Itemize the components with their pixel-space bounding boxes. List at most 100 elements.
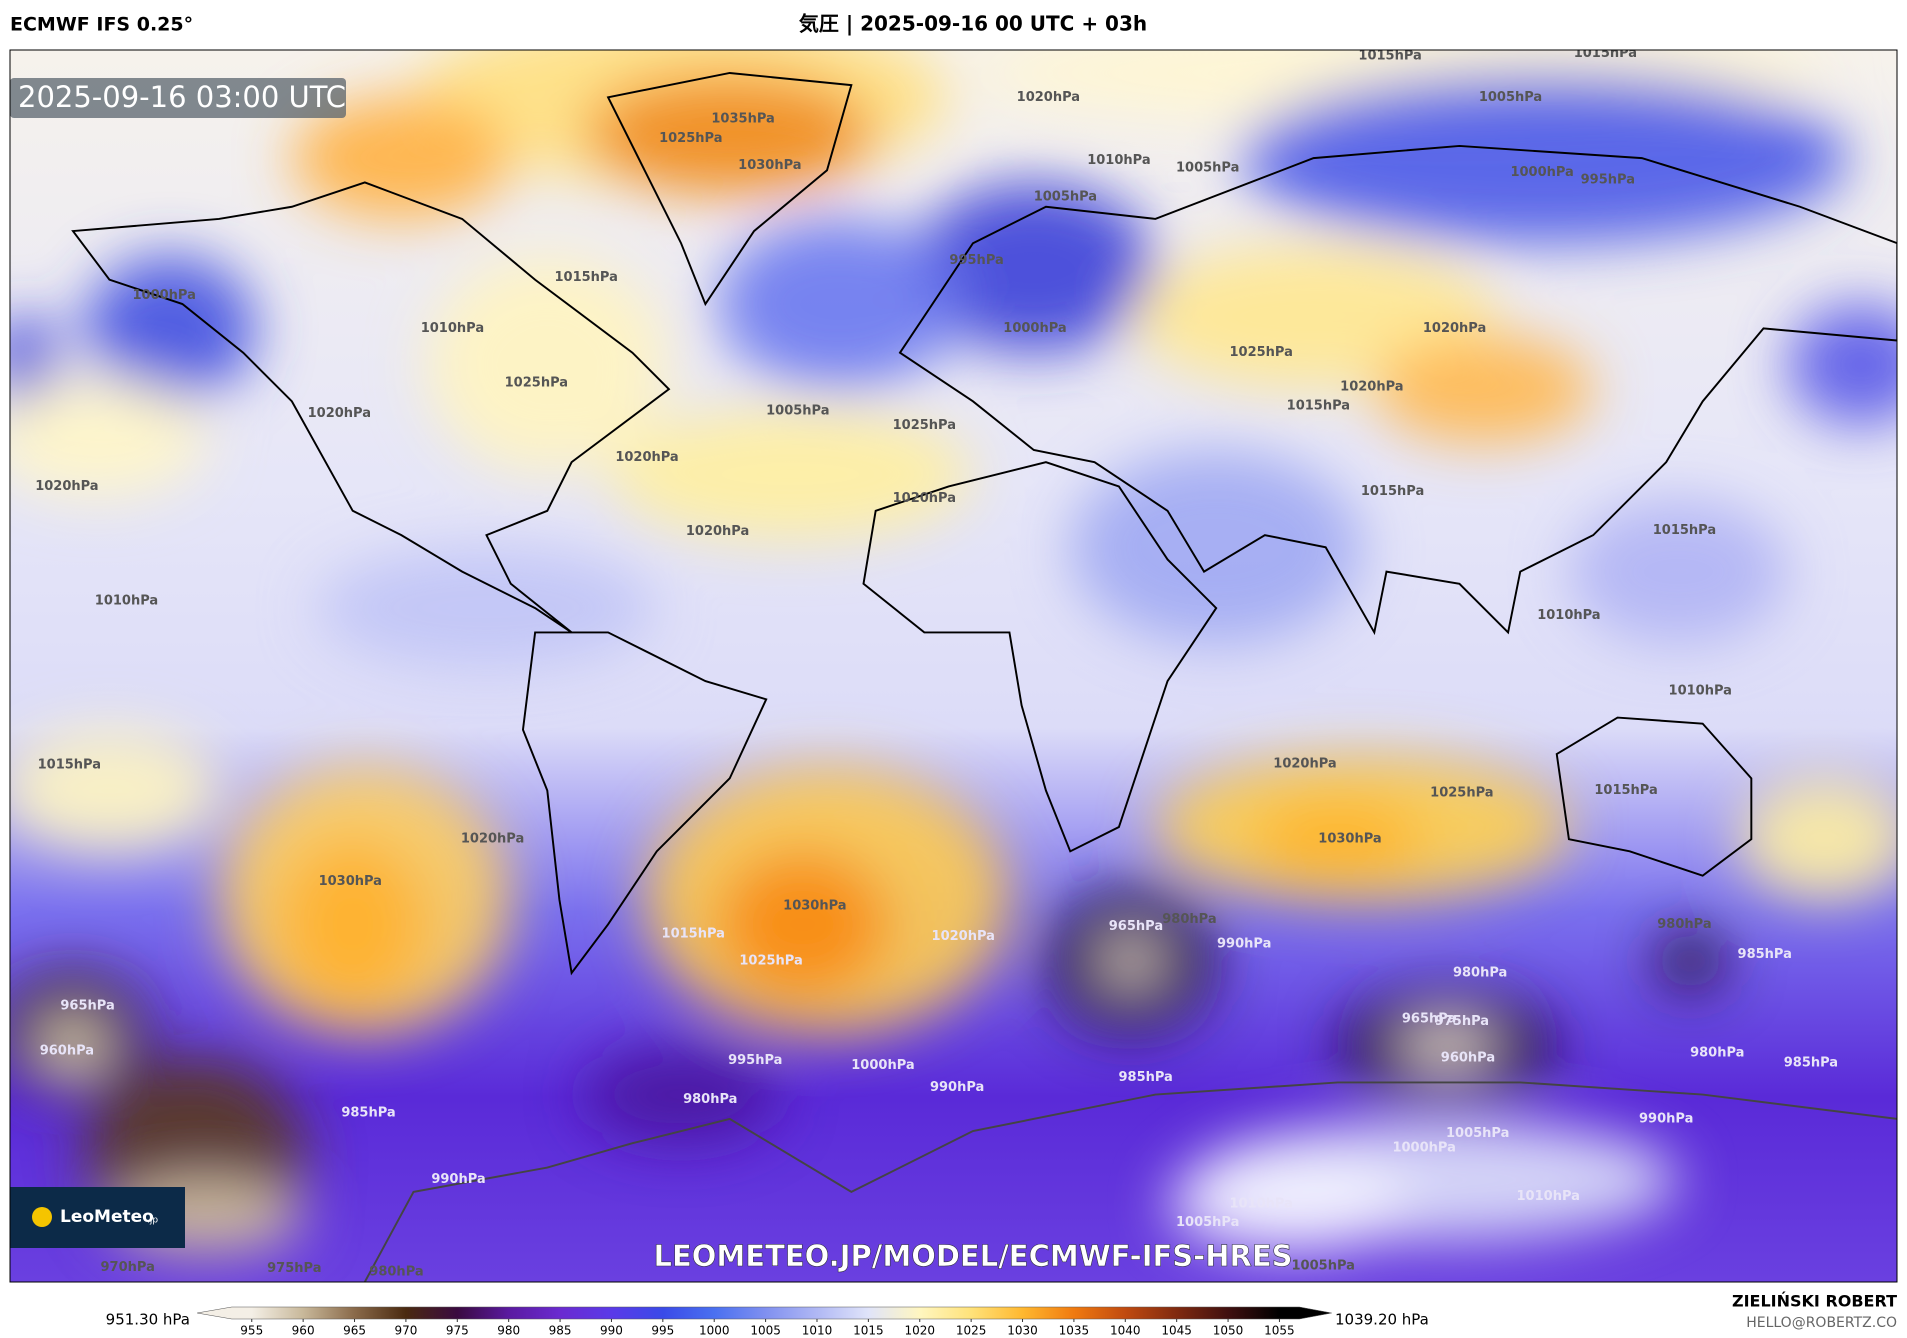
contour-label: 1005hPa [1176, 160, 1239, 175]
contour-label: 1010hPa [1230, 1197, 1293, 1212]
contour-label: 975hPa [1435, 1014, 1489, 1029]
colorbar-tick-label: 985 [549, 1324, 572, 1338]
contour-label: 1010hPa [95, 593, 158, 608]
contour-label: 980hPa [1453, 965, 1507, 980]
pressure-blob [1568, 498, 1788, 645]
colorbar-tick-label: 1045 [1161, 1324, 1192, 1338]
contour-label: 965hPa [60, 998, 114, 1013]
contour-label: 1010hPa [1669, 683, 1732, 698]
timestamp: 2025-09-16 03:00 UTC [18, 80, 346, 114]
coastlines [71, 71, 1897, 1282]
contour-label: 990hPa [1639, 1111, 1693, 1126]
colorbar-tick-label: 1035 [1059, 1324, 1090, 1338]
colorbar-tick-label: 990 [600, 1324, 623, 1338]
title: 気圧 | 2025-09-16 00 UTC + 03h [799, 12, 1147, 36]
email: HELLO@ROBERTZ.CO [1746, 1315, 1897, 1331]
eurasia [898, 144, 1897, 636]
pressure-blob [1654, 930, 1728, 992]
pressure-blob [1070, 449, 1363, 645]
contour-label: 1000hPa [1003, 321, 1066, 336]
logo-suffix: .jp [147, 1216, 158, 1226]
contour-label: 960hPa [1441, 1051, 1495, 1066]
pressure-blob [279, 839, 426, 1010]
north-america [71, 181, 671, 634]
contour-label: 985hPa [1738, 947, 1792, 962]
contour-label: 1015hPa [1594, 783, 1657, 798]
contour-label: 1000hPa [1392, 1141, 1455, 1156]
logo: LeoMeteo [60, 1207, 154, 1227]
pressure-blob [1252, 802, 1423, 876]
contour-label: 1020hPa [1273, 756, 1336, 771]
pressure-blob [717, 218, 961, 390]
colorbar-tick-label: 1025 [956, 1324, 987, 1338]
contour-label: 1025hPa [739, 953, 802, 968]
logo-sun [32, 1207, 52, 1227]
contour-label: 975hPa [267, 1261, 321, 1276]
contour-label: 1010hPa [1537, 608, 1600, 623]
contour-label: 995hPa [1581, 172, 1635, 187]
antarctica [364, 1081, 1897, 1282]
colorbar-tick-label: 960 [292, 1324, 315, 1338]
contour-label: 1015hPa [1358, 48, 1421, 63]
contour-label: 1015hPa [1287, 399, 1350, 414]
contour-label: 1000hPa [132, 288, 195, 303]
pressure-field [10, 50, 1897, 1253]
colorbar-tick-label: 1050 [1213, 1324, 1244, 1338]
contour-label: 1015hPa [662, 927, 725, 942]
contour-label: 1005hPa [1176, 1215, 1239, 1230]
colorbar-tick-label: 1030 [1007, 1324, 1038, 1338]
colorbar-tick-label: 965 [343, 1324, 366, 1338]
contour-label: 1025hPa [893, 418, 956, 433]
contour-label: 995hPa [728, 1053, 782, 1068]
map-frame [9, 49, 1898, 1283]
contour-label: 1020hPa [615, 450, 678, 465]
contour-label: 1020hPa [686, 524, 749, 539]
colorbar: 955 960 965 970 975 980 985 990 995 1000 1005 1010 1… [196, 1306, 1332, 1338]
contour-label: 1015hPa [1574, 46, 1637, 61]
colorbar-tick-label: 975 [446, 1324, 469, 1338]
pressure-blob [85, 255, 256, 402]
contour-label: 1015hPa [1653, 523, 1716, 538]
colorbar-tick-label: 1020 [904, 1324, 935, 1338]
contour-label: 970hPa [101, 1260, 155, 1275]
contour-label: 980hPa [1657, 917, 1711, 932]
pressure-blob [1787, 304, 1897, 426]
contour-label: 1020hPa [35, 479, 98, 494]
colorbar-max: 1039.20 hPa [1335, 1311, 1429, 1329]
contour-label: 1005hPa [1034, 190, 1097, 205]
contour-label: 1030hPa [738, 158, 801, 173]
contour-label: 1010hPa [1087, 153, 1150, 168]
africa [862, 461, 1218, 853]
contour-label: 965hPa [1109, 919, 1163, 934]
colorbar-tick-label: 995 [651, 1324, 674, 1338]
contour-label: 1030hPa [783, 899, 846, 914]
contour-label: 990hPa [1217, 936, 1271, 951]
pressure-blob [583, 72, 876, 195]
colorbar-tick-label: 1000 [699, 1324, 730, 1338]
colorbar-tick-label: 980 [497, 1324, 520, 1338]
australia [1555, 716, 1753, 877]
pressure-blob [316, 547, 657, 669]
contour-label: 1015hPa [555, 270, 618, 285]
contour-label: 1005hPa [1446, 1126, 1509, 1141]
contour-label: 1030hPa [1318, 832, 1381, 847]
colorbar-tick-label: 1005 [750, 1324, 781, 1338]
colorbar-tick-label: 1040 [1110, 1324, 1141, 1338]
contour-label: 1030hPa [319, 874, 382, 889]
contour-label: 1020hPa [893, 491, 956, 506]
colorbar-tick-label: 1055 [1264, 1324, 1295, 1338]
pressure-blob [1739, 778, 1897, 900]
contour-label: 980hPa [369, 1265, 423, 1280]
south-america [521, 631, 768, 976]
watermark: LEOMETEO.JP/MODEL/ECMWF-IFS-HRES [653, 1239, 1292, 1273]
pressure-blob [10, 377, 207, 499]
contour-label: 1020hPa [1340, 379, 1403, 394]
contour-label: 1010hPa [421, 321, 484, 336]
contour-label: 1015hPa [1361, 484, 1424, 499]
pressure-blob [1398, 1021, 1496, 1071]
greenland [606, 71, 853, 307]
pressure-blob [425, 255, 669, 475]
contour-label: 960hPa [40, 1043, 94, 1058]
contour-label: 1020hPa [308, 406, 371, 421]
